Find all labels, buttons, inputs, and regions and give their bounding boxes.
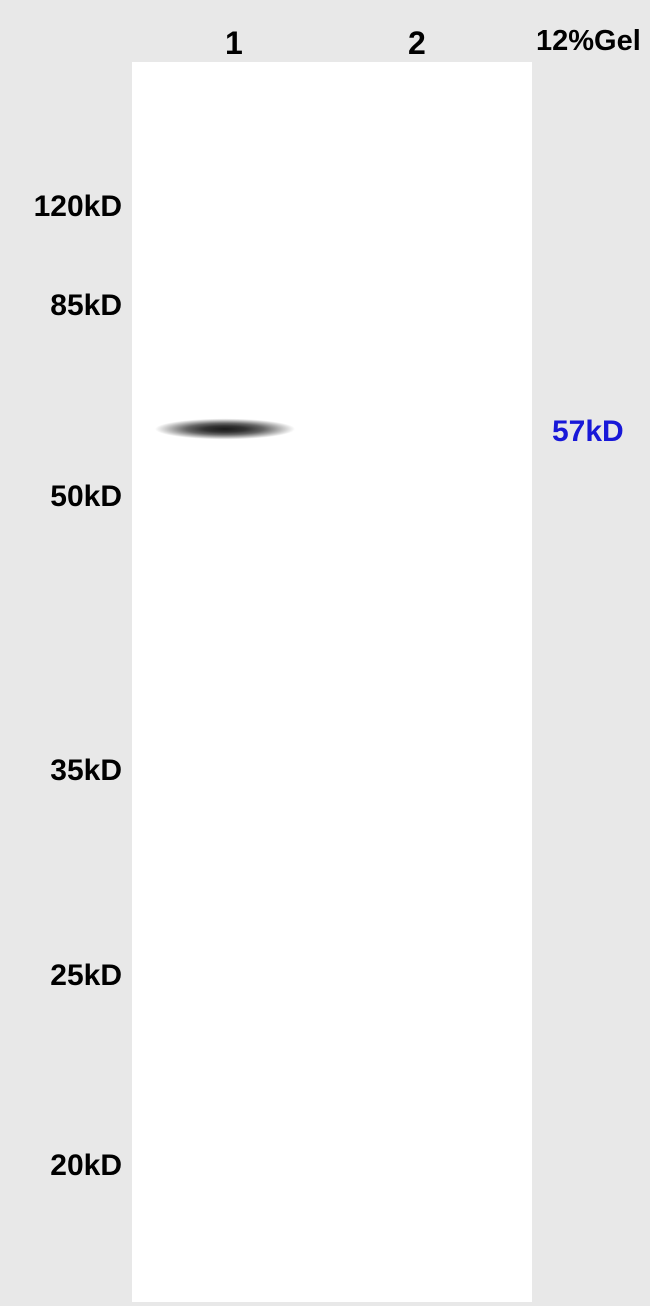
marker-85kd: 85kD <box>50 289 122 323</box>
marker-120kd: 120kD <box>34 190 122 224</box>
target-band-label: 57kD <box>552 415 624 449</box>
marker-20kd: 20kD <box>50 1149 122 1183</box>
lane-1-label: 1 <box>225 25 243 62</box>
lane-2-label: 2 <box>408 25 426 62</box>
right-margin <box>532 62 650 1306</box>
marker-25kd: 25kD <box>50 959 122 993</box>
protein-band-lane1 <box>155 416 295 442</box>
marker-35kd: 35kD <box>50 754 122 788</box>
gel-percentage-label: 12%Gel <box>536 25 641 58</box>
blot-membrane <box>132 62 532 1302</box>
western-blot-container: 1 2 12%Gel 120kD 85kD 50kD 35kD 25kD 20k… <box>0 0 650 1306</box>
marker-50kd: 50kD <box>50 480 122 514</box>
